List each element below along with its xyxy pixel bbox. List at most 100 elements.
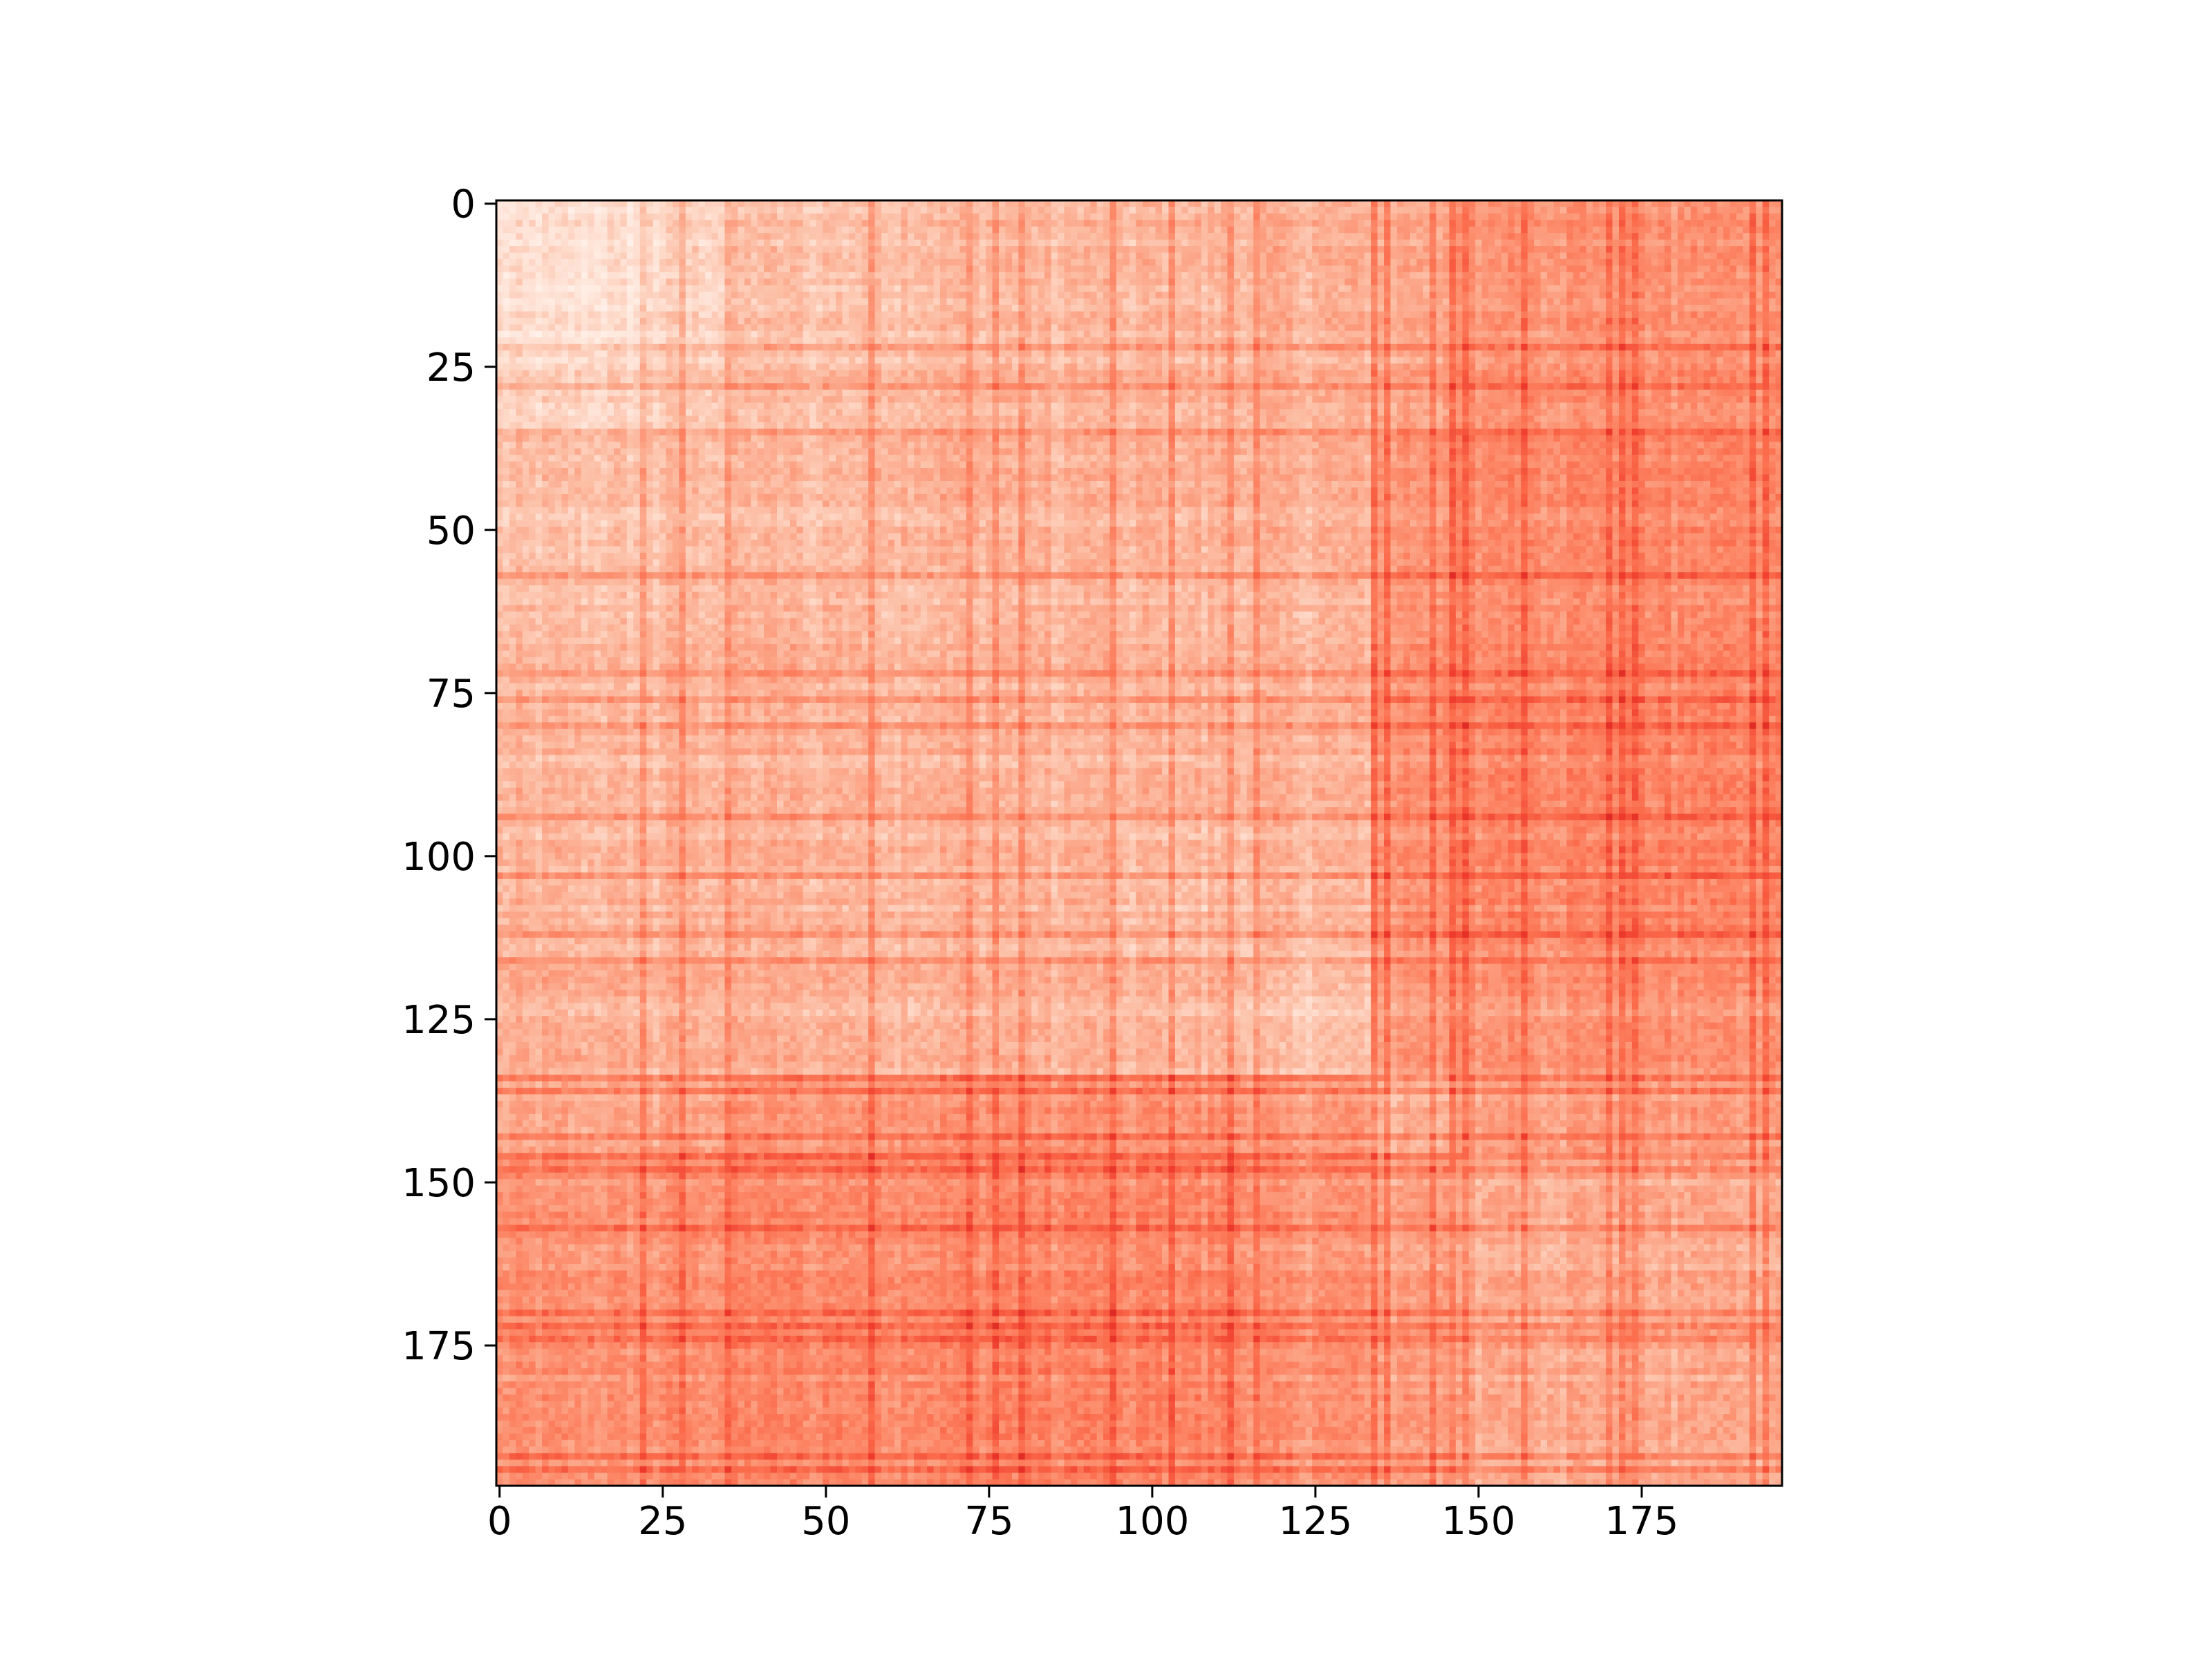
heatmap-cell — [868, 324, 875, 331]
heatmap-cell — [1247, 200, 1254, 207]
heatmap-cell — [718, 324, 725, 331]
heatmap-cell — [1508, 246, 1515, 253]
heatmap-cell — [1136, 214, 1143, 220]
heatmap-cell — [1625, 318, 1632, 325]
heatmap-cell — [627, 272, 634, 279]
heatmap-cell — [1515, 259, 1521, 266]
heatmap-cell — [1717, 318, 1724, 325]
heatmap-cell — [764, 305, 771, 312]
heatmap-cell — [914, 312, 921, 319]
heatmap-cell — [1130, 214, 1136, 220]
heatmap-cell — [777, 324, 784, 331]
heatmap-cell — [712, 312, 719, 319]
heatmap-cell — [894, 259, 901, 266]
heatmap-cell — [1084, 331, 1091, 338]
heatmap-cell — [914, 207, 921, 214]
heatmap-cell — [549, 214, 556, 220]
heatmap-cell — [673, 253, 679, 260]
heatmap-cell — [1482, 285, 1489, 292]
heatmap-cell — [1012, 233, 1019, 240]
heatmap-cell — [1371, 272, 1378, 279]
heatmap-cell — [738, 331, 744, 338]
heatmap-cell — [1684, 278, 1691, 285]
heatmap-cell — [1358, 299, 1365, 305]
heatmap-cell — [1168, 292, 1175, 299]
heatmap-cell — [1619, 312, 1626, 319]
heatmap-cell — [1534, 278, 1541, 285]
heatmap-cell — [1201, 318, 1208, 325]
heatmap-cell — [523, 272, 529, 279]
heatmap-cell — [627, 305, 634, 312]
heatmap-cell — [849, 318, 856, 325]
heatmap-cell — [601, 207, 608, 214]
heatmap-cell — [940, 318, 947, 325]
heatmap-cell — [705, 331, 712, 338]
heatmap-cell — [1600, 233, 1606, 240]
heatmap-cell — [764, 299, 771, 305]
heatmap-cell — [666, 246, 673, 253]
heatmap-cell — [816, 207, 823, 214]
heatmap-cell — [966, 214, 973, 220]
heatmap-cell — [1501, 240, 1508, 247]
heatmap-cell — [908, 200, 915, 207]
heatmap-cell — [1632, 312, 1639, 319]
heatmap-cell — [796, 240, 803, 247]
heatmap-cell — [620, 207, 627, 214]
heatmap-cell — [751, 240, 758, 247]
heatmap-cell — [771, 233, 778, 240]
heatmap-cell — [796, 265, 803, 272]
heatmap-cell — [1462, 246, 1469, 253]
heatmap-cell — [1116, 292, 1123, 299]
heatmap-cell — [1416, 318, 1423, 325]
heatmap-cell — [646, 272, 653, 279]
heatmap-cell — [1306, 200, 1313, 207]
heatmap-cell — [724, 312, 731, 319]
heatmap-cell — [608, 200, 615, 207]
heatmap-cell — [523, 246, 529, 253]
heatmap-cell — [1691, 285, 1698, 292]
heatmap-cell — [1600, 331, 1606, 338]
heatmap-cell — [1312, 272, 1319, 279]
heatmap-cell — [633, 312, 640, 319]
heatmap-cell — [1684, 214, 1691, 220]
heatmap-cell — [549, 227, 556, 234]
heatmap-cell — [1625, 324, 1632, 331]
heatmap-cell — [1756, 318, 1763, 325]
heatmap-cell — [1678, 324, 1685, 331]
heatmap-cell — [751, 324, 758, 331]
heatmap-cell — [1730, 220, 1736, 227]
heatmap-cell — [1697, 227, 1704, 234]
heatmap-cell — [796, 200, 803, 207]
heatmap-cell — [777, 265, 784, 272]
heatmap-cell — [1704, 207, 1711, 214]
heatmap-cell — [653, 233, 660, 240]
heatmap-cell — [816, 259, 823, 266]
heatmap-cell — [1391, 253, 1398, 260]
heatmap-cell — [921, 240, 928, 247]
heatmap-cell — [1397, 299, 1404, 305]
heatmap-cell — [849, 200, 856, 207]
heatmap-cell — [536, 259, 543, 266]
heatmap-cell — [1456, 265, 1463, 272]
heatmap-cell — [594, 259, 601, 266]
heatmap-cell — [1260, 331, 1267, 338]
heatmap-cell — [1143, 265, 1150, 272]
heatmap-cell — [894, 246, 901, 253]
heatmap-cell — [509, 272, 516, 279]
heatmap-cell — [1593, 285, 1600, 292]
heatmap-cell — [1717, 272, 1724, 279]
heatmap-cell — [1482, 324, 1489, 331]
heatmap-cell — [1123, 324, 1130, 331]
heatmap-cell — [555, 259, 562, 266]
heatmap-cell — [1528, 278, 1535, 285]
heatmap-cell — [1090, 227, 1097, 234]
heatmap-cell — [868, 207, 875, 214]
heatmap-cell — [1697, 272, 1704, 279]
heatmap-cell — [594, 227, 601, 234]
heatmap-cell — [1736, 305, 1743, 312]
heatmap-cell — [993, 272, 1000, 279]
heatmap-cell — [666, 233, 673, 240]
heatmap-cell — [1201, 299, 1208, 305]
heatmap-cell — [1103, 233, 1110, 240]
heatmap-cell — [653, 227, 660, 234]
